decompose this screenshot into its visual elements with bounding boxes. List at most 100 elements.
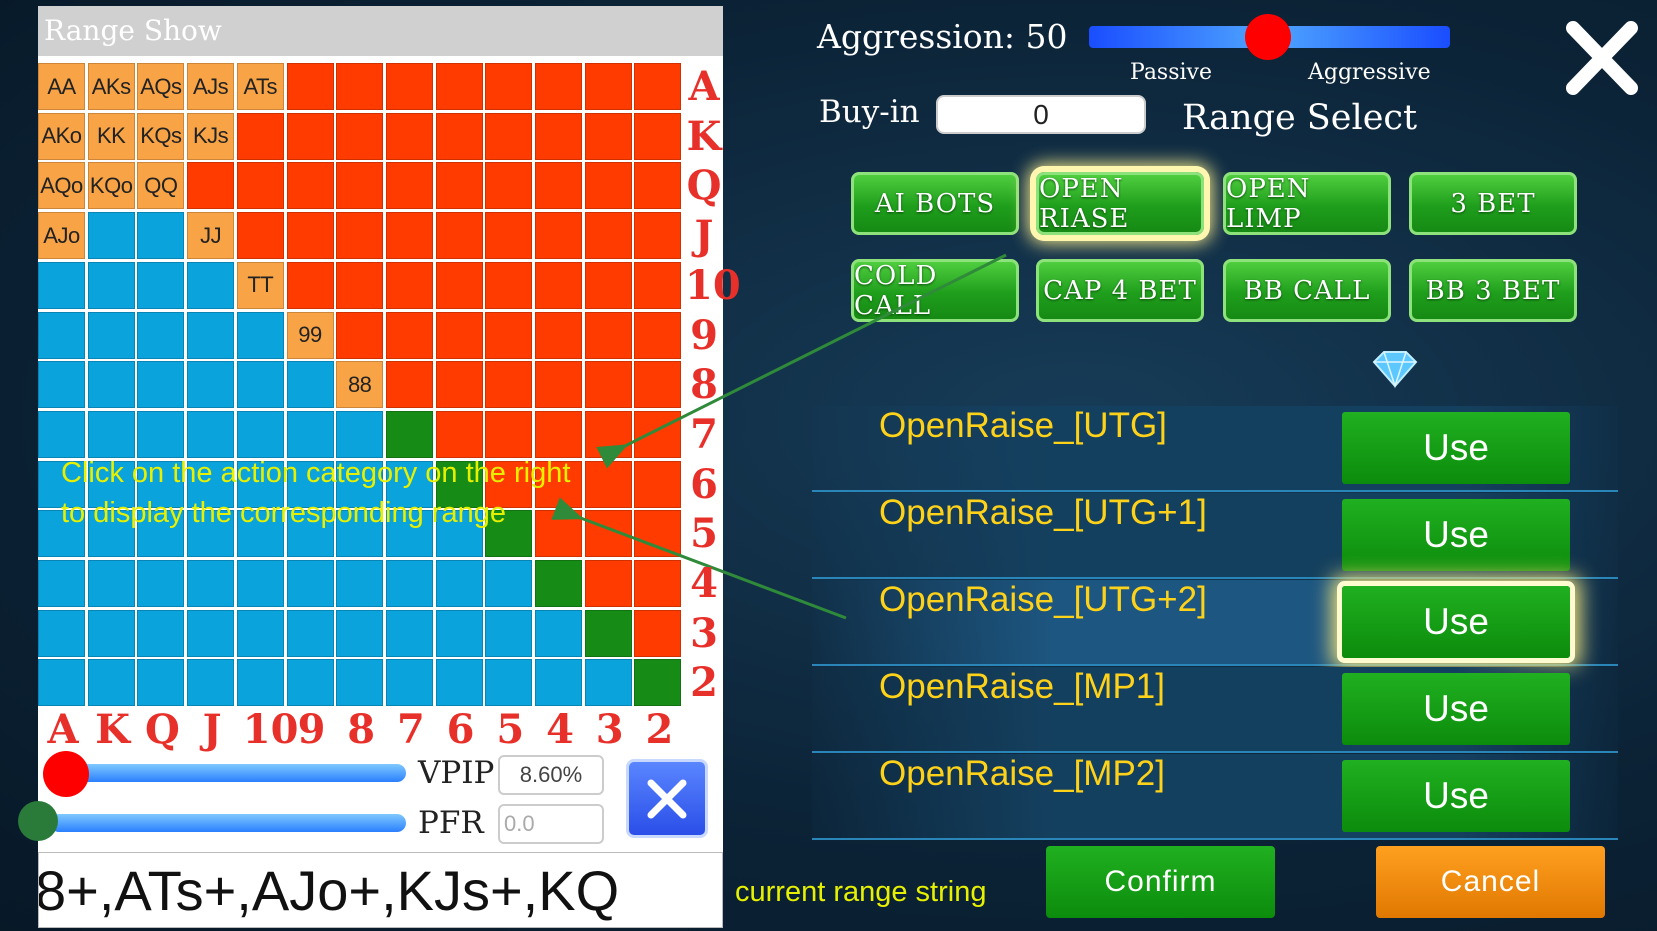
hand-cell[interactable] <box>584 162 632 210</box>
hand-cell[interactable] <box>336 410 384 458</box>
hand-cell[interactable] <box>336 659 384 707</box>
hand-cell[interactable] <box>435 162 483 210</box>
use-button[interactable]: Use <box>1342 586 1570 658</box>
hand-cell[interactable] <box>187 361 235 409</box>
hand-cell[interactable] <box>535 212 582 260</box>
vpip-knob[interactable] <box>43 751 89 797</box>
hand-cell[interactable]: KJs <box>187 112 235 160</box>
hand-cell[interactable]: ATs <box>236 63 284 110</box>
hand-cell[interactable] <box>286 162 334 210</box>
hand-cell[interactable] <box>187 609 235 657</box>
hand-cell[interactable] <box>137 609 185 657</box>
hand-cell[interactable]: AKs <box>87 63 135 110</box>
hand-cell[interactable] <box>137 212 185 260</box>
use-button[interactable]: Use <box>1342 673 1570 745</box>
hand-cell[interactable] <box>485 63 533 110</box>
hand-cell[interactable] <box>634 311 682 359</box>
hand-cell[interactable] <box>584 212 632 260</box>
hand-cell[interactable] <box>286 609 334 657</box>
hand-cell[interactable]: JJ <box>187 212 235 260</box>
hand-cell[interactable] <box>485 560 533 607</box>
hand-cell[interactable] <box>336 609 384 657</box>
hand-cell[interactable] <box>236 460 284 508</box>
hand-cell[interactable] <box>137 361 185 409</box>
hand-cell[interactable] <box>87 560 135 607</box>
hand-cell[interactable] <box>485 112 533 160</box>
hand-cell[interactable] <box>286 560 334 607</box>
hand-cell[interactable] <box>634 410 682 458</box>
hand-cell[interactable] <box>87 510 135 558</box>
pfr-slider[interactable] <box>50 814 406 832</box>
hand-cell[interactable] <box>535 162 582 210</box>
hand-cell[interactable] <box>584 112 632 160</box>
hand-cell[interactable] <box>435 460 483 508</box>
hand-cell[interactable] <box>336 261 384 309</box>
hand-cell[interactable]: AJs <box>187 63 235 110</box>
hand-cell[interactable] <box>535 361 582 409</box>
hand-cell[interactable] <box>336 460 384 508</box>
hand-cell[interactable] <box>485 510 533 558</box>
hand-cell[interactable] <box>286 510 334 558</box>
hand-cell[interactable] <box>236 212 284 260</box>
hand-cell[interactable] <box>286 212 334 260</box>
hand-cell[interactable] <box>385 460 433 508</box>
hand-cell[interactable] <box>485 361 533 409</box>
hand-cell[interactable] <box>137 311 185 359</box>
hand-cell[interactable] <box>485 311 533 359</box>
hand-cell[interactable] <box>385 361 433 409</box>
hand-cell[interactable] <box>336 510 384 558</box>
hand-cell[interactable] <box>485 609 533 657</box>
hand-cell[interactable] <box>38 609 85 657</box>
hand-cell[interactable] <box>535 659 582 707</box>
hand-cell[interactable] <box>187 162 235 210</box>
hand-cell[interactable]: AJo <box>38 212 85 260</box>
category-button[interactable]: OPEN RIASE <box>1036 172 1204 235</box>
hand-cell[interactable] <box>236 560 284 607</box>
hand-cell[interactable] <box>435 112 483 160</box>
hand-cell[interactable] <box>435 212 483 260</box>
category-button[interactable]: OPEN LIMP <box>1223 172 1391 235</box>
hand-cell[interactable] <box>435 361 483 409</box>
hand-cell[interactable] <box>336 112 384 160</box>
use-button[interactable]: Use <box>1342 499 1570 571</box>
hand-cell[interactable] <box>38 311 85 359</box>
hand-cell[interactable] <box>38 560 85 607</box>
hand-cell[interactable] <box>187 410 235 458</box>
hand-cell[interactable]: 88 <box>336 361 384 409</box>
hand-cell[interactable] <box>236 112 284 160</box>
hand-cell[interactable] <box>535 609 582 657</box>
hand-cell[interactable] <box>286 63 334 110</box>
hand-cell[interactable] <box>584 510 632 558</box>
hand-cell[interactable] <box>584 361 632 409</box>
vpip-slider[interactable] <box>50 764 406 782</box>
hand-cell[interactable] <box>634 510 682 558</box>
hand-cell[interactable] <box>336 162 384 210</box>
cancel-button[interactable]: Cancel <box>1376 846 1605 918</box>
hand-cell[interactable]: QQ <box>137 162 185 210</box>
hand-cell[interactable] <box>286 659 334 707</box>
hand-cell[interactable] <box>385 609 433 657</box>
hand-cell[interactable] <box>385 410 433 458</box>
hand-cell[interactable] <box>535 560 582 607</box>
hand-cell[interactable] <box>137 659 185 707</box>
hand-cell[interactable] <box>435 659 483 707</box>
hand-cell[interactable] <box>87 609 135 657</box>
hand-cell[interactable] <box>87 212 135 260</box>
hand-cell[interactable] <box>286 410 334 458</box>
hand-cell[interactable] <box>187 659 235 707</box>
hand-cell[interactable]: TT <box>236 261 284 309</box>
hand-cell[interactable] <box>236 361 284 409</box>
hand-cell[interactable]: AA <box>38 63 85 110</box>
hand-cell[interactable] <box>137 261 185 309</box>
hand-cell[interactable] <box>634 212 682 260</box>
hand-cell[interactable] <box>87 460 135 508</box>
hand-cell[interactable] <box>187 261 235 309</box>
hand-cell[interactable] <box>137 410 185 458</box>
hand-cell[interactable] <box>38 261 85 309</box>
hand-cell[interactable] <box>485 261 533 309</box>
hand-cell[interactable] <box>38 361 85 409</box>
hand-cell[interactable] <box>634 112 682 160</box>
hand-cell[interactable]: AQo <box>38 162 85 210</box>
hand-cell[interactable] <box>87 361 135 409</box>
hand-cell[interactable] <box>236 659 284 707</box>
